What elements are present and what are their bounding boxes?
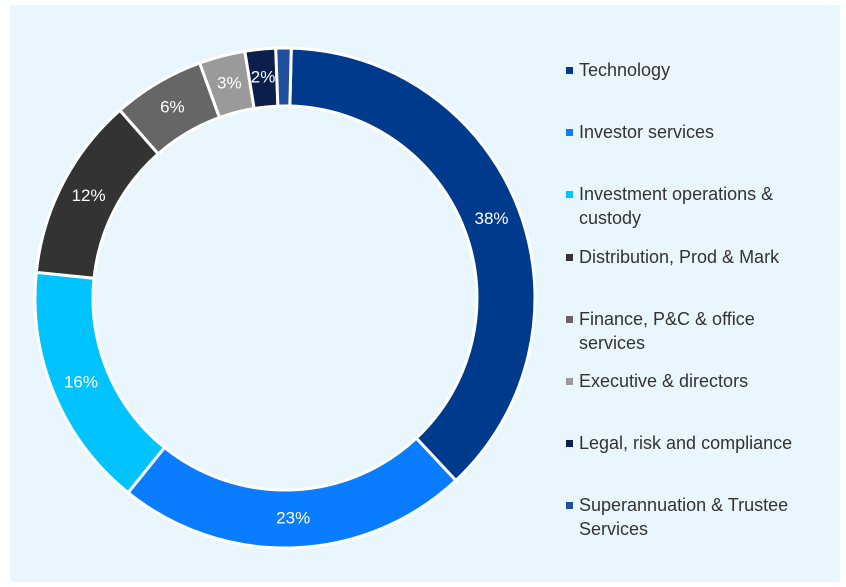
- legend-label: Executive & directors: [579, 371, 749, 391]
- legend-label: Distribution, Prod & Mark: [579, 247, 780, 267]
- legend-label: Finance, P&C & office services: [579, 309, 755, 353]
- legend-label: Superannuation & Trustee Services: [579, 495, 789, 539]
- legend-entry: Distribution, Prod & Mark: [566, 245, 816, 269]
- donut-segment: [288, 46, 537, 483]
- legend-swatch: [566, 67, 573, 74]
- data-label: 38%: [475, 209, 509, 228]
- legend-label: Technology: [579, 60, 671, 80]
- data-label: 3%: [217, 74, 242, 93]
- legend-swatch: [566, 254, 573, 261]
- data-label: 12%: [72, 186, 106, 205]
- legend-swatch: [566, 440, 573, 447]
- legend-label: Investment operations & custody: [579, 184, 774, 228]
- legend-entry: Finance, P&C & office services: [566, 307, 816, 355]
- legend-entry: Legal, risk and compliance: [566, 431, 816, 455]
- legend-entry: Executive & directors: [566, 369, 816, 393]
- data-label: 16%: [64, 372, 98, 391]
- legend-swatch: [566, 191, 573, 198]
- legend-entry: Investment operations & custody: [566, 182, 816, 230]
- legend-label: Investor services: [579, 122, 715, 142]
- legend-entry: Technology: [566, 58, 816, 82]
- legend-swatch: [566, 502, 573, 509]
- donut-segment: [274, 46, 293, 108]
- data-label: 6%: [160, 97, 185, 116]
- legend-swatch: [566, 316, 573, 323]
- donut-segment: [33, 270, 167, 495]
- legend-entry: Superannuation & Trustee Services: [566, 493, 816, 541]
- data-label: 23%: [276, 508, 310, 527]
- legend-label: Legal, risk and compliance: [579, 433, 793, 453]
- legend-swatch: [566, 378, 573, 385]
- donut-segment: [126, 436, 458, 550]
- legend-entry: Investor services: [566, 120, 816, 144]
- data-label: 2%: [251, 68, 276, 87]
- legend-swatch: [566, 129, 573, 136]
